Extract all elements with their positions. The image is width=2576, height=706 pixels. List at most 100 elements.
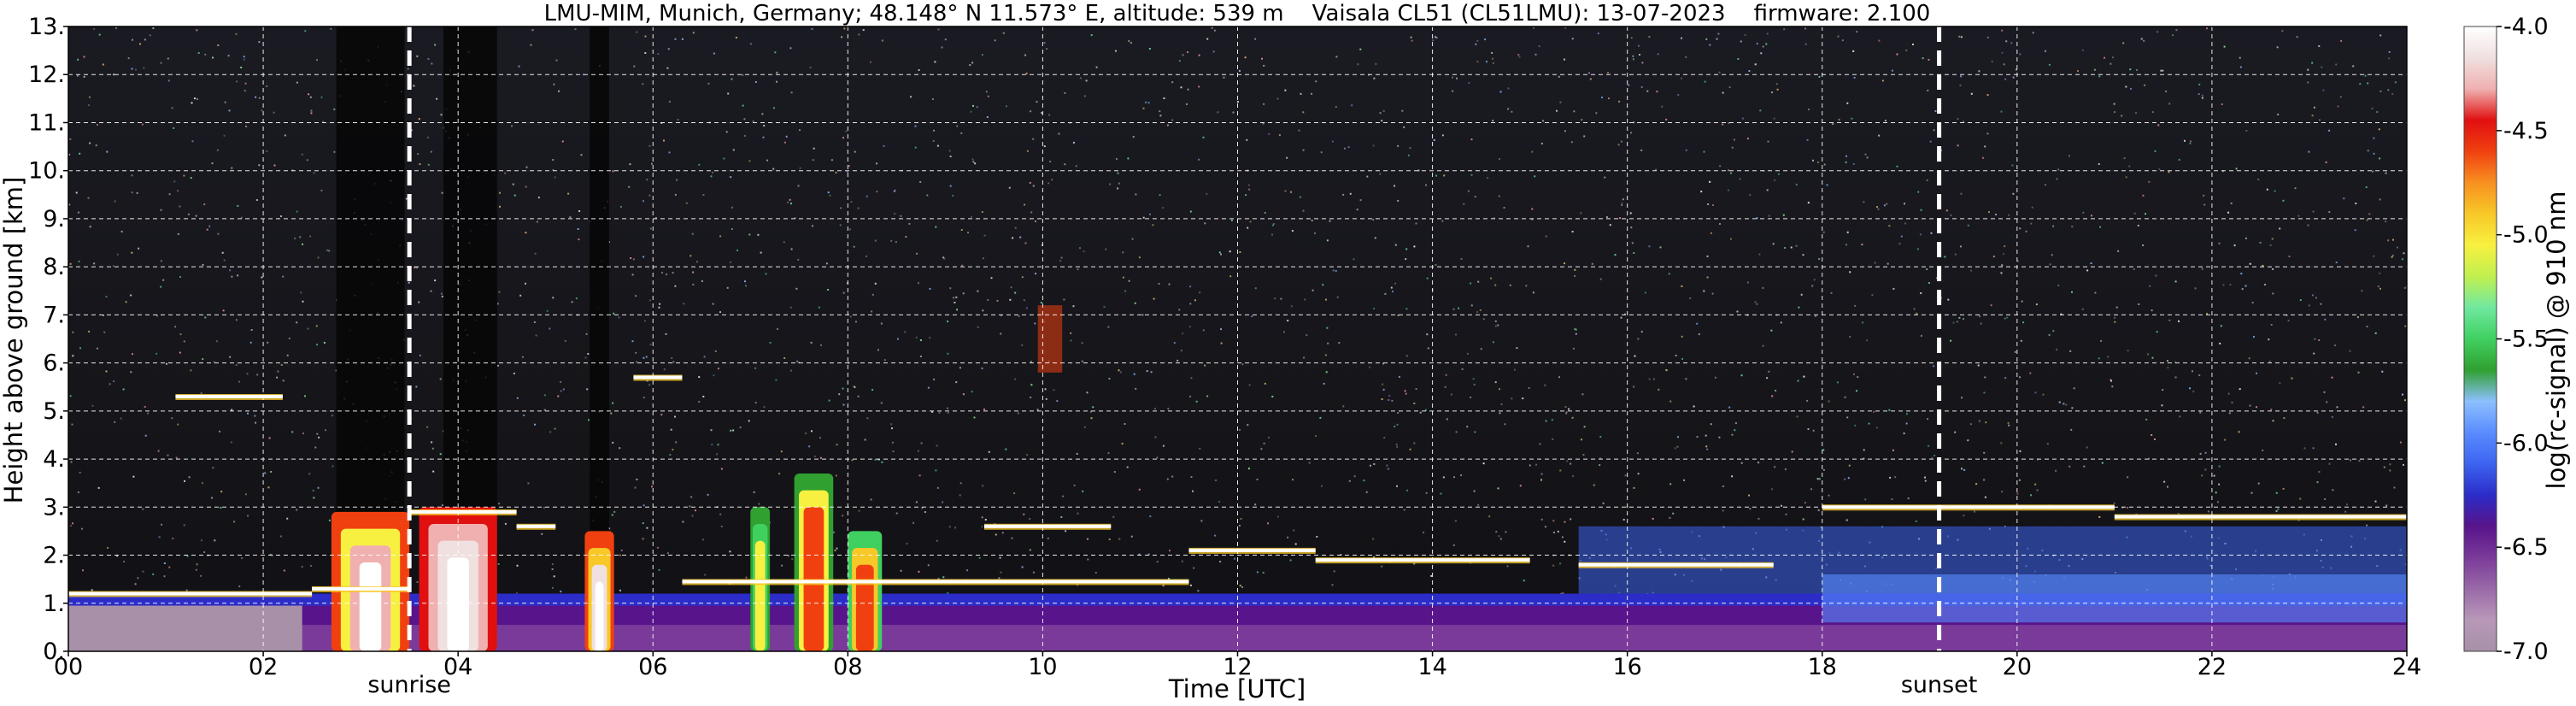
noise-speck [1171,81,1174,84]
noise-speck [1892,449,1894,451]
noise-speck [636,31,638,33]
noise-speck [2163,480,2166,483]
noise-speck [651,162,653,165]
noise-speck [1276,515,1279,518]
noise-speck [1190,377,1193,379]
noise-speck [1533,26,1534,29]
noise-speck [1290,191,1293,193]
noise-speck [745,285,747,287]
noise-speck [261,109,263,112]
noise-speck [2366,326,2368,328]
noise-speck [1640,331,1643,333]
noise-speck [299,236,302,238]
noise-speck [2127,476,2129,479]
x-tick-label: 22 [2198,654,2227,680]
noise-speck [933,129,935,132]
noise-speck [2231,402,2233,403]
noise-speck [1659,246,1662,249]
noise-speck [430,290,432,292]
noise-speck [2034,391,2037,394]
noise-speck [843,27,846,30]
noise-speck [1861,244,1863,246]
noise-speck [302,243,303,245]
noise-speck [1558,376,1560,379]
noise-speck [216,149,219,151]
noise-speck [959,367,961,369]
noise-speck [1229,275,1232,278]
noise-speck [1669,400,1672,403]
noise-speck [1292,479,1294,481]
noise-speck [83,75,85,78]
noise-speck [97,124,98,126]
noise-speck [1992,256,1995,258]
noise-speck [1898,243,1901,245]
noise-speck [646,379,648,382]
noise-speck [1357,63,1359,66]
noise-speck [162,279,165,281]
noise-speck [114,200,116,203]
noise-speck [1024,203,1026,206]
noise-speck [714,350,717,352]
colorbar-label: log(rc-signal) @ 910 nm [2542,191,2571,490]
noise-speck [644,52,647,54]
noise-speck [410,129,413,132]
noise-speck [1762,45,1764,48]
noise-speck [929,337,931,339]
noise-speck [1722,123,1724,126]
noise-speck [202,358,204,361]
noise-speck [1868,422,1870,425]
noise-speck [2256,406,2257,409]
noise-speck [2334,344,2337,347]
noise-speck [2335,262,2338,263]
noise-speck [1264,382,1266,385]
noise-speck [2368,213,2371,215]
noise-speck [1302,149,1305,151]
noise-speck [1770,329,1773,332]
noise-speck [1740,374,1743,377]
noise-speck [1719,223,1721,225]
x-axis-label: Time [UTC] [1168,674,1306,703]
noise-speck [1632,55,1634,57]
y-tick-label: 5. [43,398,65,425]
noise-speck [1135,193,1137,196]
noise-speck [2068,465,2071,468]
noise-speck [190,177,192,179]
noise-speck [2056,178,2058,180]
noise-speck [141,123,144,126]
cloud-core [68,591,313,596]
noise-speck [876,162,878,165]
noise-speck [1661,105,1664,108]
plume-band [754,540,766,651]
noise-speck [160,285,162,288]
noise-speck [1005,448,1007,450]
noise-speck [1303,356,1306,359]
noise-speck [2081,308,2084,310]
noise-speck [1544,526,1546,528]
noise-speck [1396,485,1398,487]
noise-speck [137,577,139,580]
noise-speck [1781,504,1782,507]
noise-speck [1685,149,1687,151]
noise-speck [1915,520,1917,522]
noise-speck [1632,58,1634,61]
noise-speck [1267,522,1269,525]
noise-speck [2129,68,2132,71]
noise-speck [805,432,807,434]
noise-speck [1044,388,1047,391]
noise-speck [1492,120,1494,122]
noise-speck [2201,268,2203,270]
noise-speck [1730,172,1732,174]
noise-speck [2008,424,2010,427]
noise-speck [1030,397,1032,398]
noise-speck [183,340,185,343]
noise-speck [812,159,814,162]
noise-speck [981,516,983,519]
noise-speck [2167,485,2168,488]
noise-speck [942,576,945,579]
noise-speck [161,523,163,526]
noise-speck [643,200,644,203]
noise-speck [1640,149,1643,151]
noise-speck [1147,553,1150,556]
noise-speck [648,299,651,302]
noise-speck [1609,224,1611,227]
